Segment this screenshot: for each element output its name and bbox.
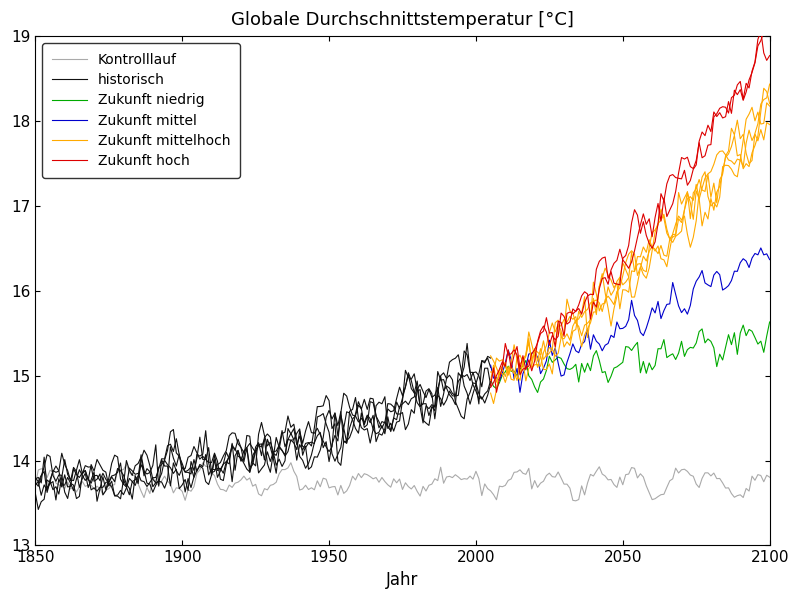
Kontrolllauf — [765, 473, 774, 481]
Kontrolllauf — [477, 492, 486, 499]
Kontrolllauf — [589, 472, 598, 479]
Kontrolllauf — [322, 476, 331, 483]
Kontrolllauf — [530, 477, 539, 484]
Kontrolllauf — [468, 476, 478, 483]
Kontrolllauf — [286, 459, 296, 466]
Kontrolllauf — [571, 497, 581, 505]
Kontrolllauf — [30, 482, 40, 489]
X-axis label: Jahr: Jahr — [386, 571, 418, 589]
Line: Kontrolllauf: Kontrolllauf — [35, 463, 770, 501]
Kontrolllauf — [368, 475, 378, 482]
Legend: Kontrolllauf, historisch, Zukunft niedrig, Zukunft mittel, Zukunft mittelhoch, Z: Kontrolllauf, historisch, Zukunft niedri… — [42, 43, 240, 178]
Title: Globale Durchschnittstemperatur [°C]: Globale Durchschnittstemperatur [°C] — [231, 11, 574, 29]
